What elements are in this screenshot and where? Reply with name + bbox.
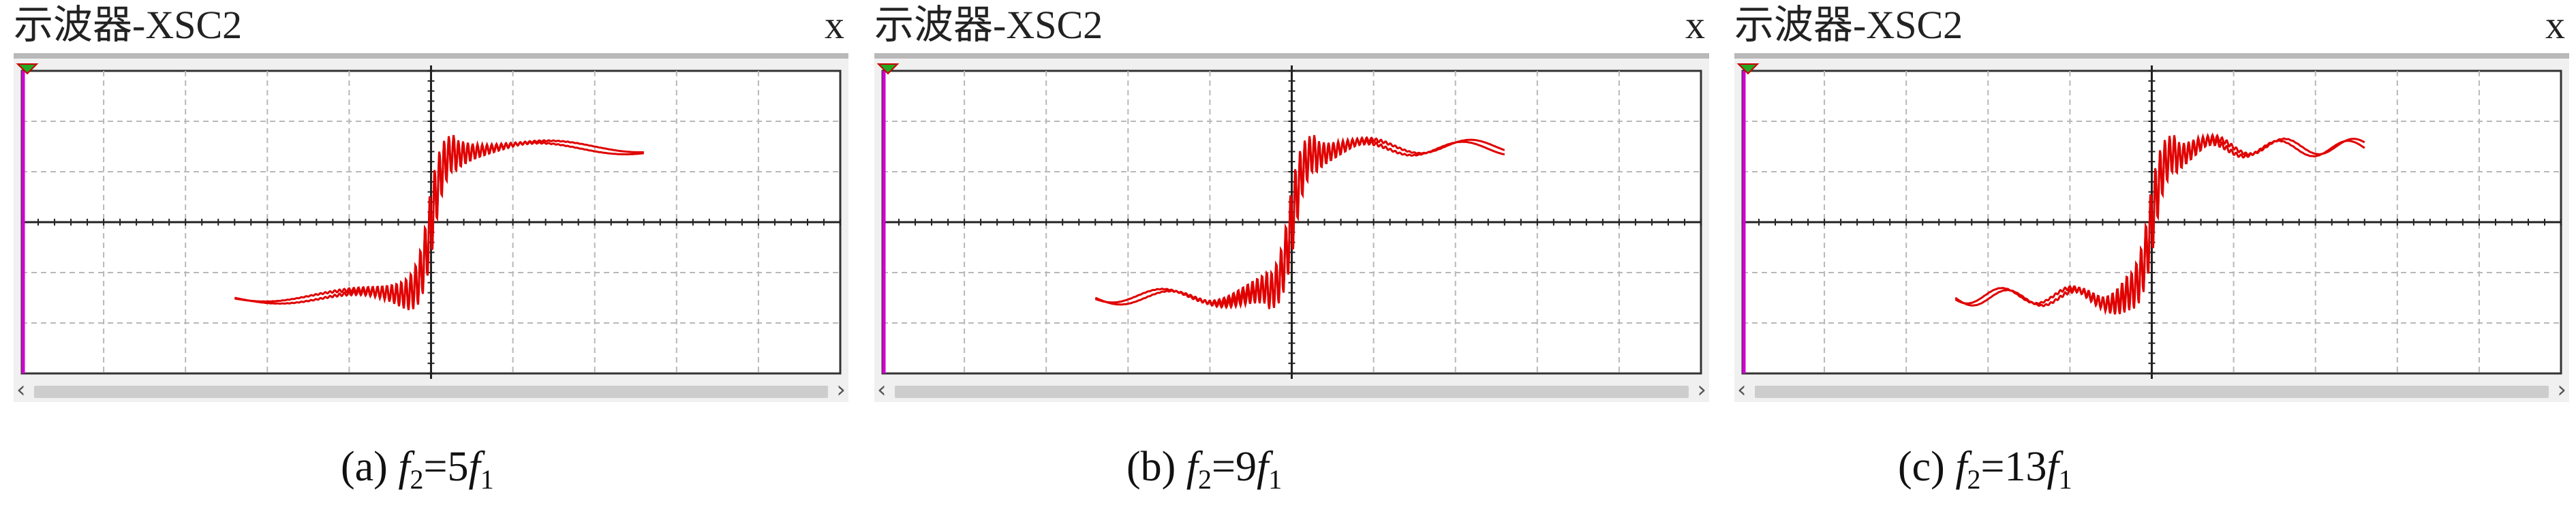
scope-screen — [16, 63, 842, 379]
signal-trace — [234, 136, 645, 309]
scroll-right-arrow-icon[interactable]: › — [2557, 376, 2566, 403]
scroll-thumb[interactable] — [1755, 386, 2549, 398]
horizontal-scrollbar[interactable]: ‹ › — [874, 376, 1709, 403]
figure-caption: (b) f2=9f1 — [1126, 444, 1283, 495]
scroll-left-arrow-icon[interactable]: ‹ — [877, 376, 887, 403]
close-button[interactable]: x — [2545, 3, 2565, 47]
horizontal-scrollbar[interactable]: ‹ › — [14, 376, 848, 403]
horizontal-scrollbar[interactable]: ‹ › — [1734, 376, 2569, 403]
signal-trace — [1954, 133, 2365, 315]
signal-trace — [234, 135, 644, 311]
oscilloscope-window-c: 示波器-XSC2 x ‹ › (c) f2=13f1 — [1734, 0, 2569, 501]
window-title: 示波器-XSC2 — [14, 3, 243, 47]
window-title: 示波器-XSC2 — [1734, 3, 1963, 47]
scroll-thumb[interactable] — [895, 386, 1689, 398]
scroll-right-arrow-icon[interactable]: › — [836, 376, 846, 403]
trigger-marker-icon — [16, 63, 39, 75]
oscilloscope-window-a: 示波器-XSC2 x ‹ › (a) f2=5f1 — [14, 0, 848, 501]
signal-trace — [1954, 132, 2365, 316]
signal-trace — [1094, 136, 1505, 308]
window-titlebar: 示波器-XSC2 x — [14, 0, 848, 53]
window-title: 示波器-XSC2 — [874, 3, 1103, 47]
oscilloscope-window-b: 示波器-XSC2 x ‹ › (b) f2=9f1 — [874, 0, 1709, 501]
scope-display: ‹ › — [1734, 53, 2569, 403]
scope-display: ‹ › — [14, 53, 848, 403]
close-button[interactable]: x — [1685, 3, 1705, 47]
scope-screen — [1736, 63, 2562, 379]
figure-caption: (c) f2=13f1 — [1898, 444, 2072, 495]
trigger-marker-icon — [876, 63, 900, 75]
window-titlebar: 示波器-XSC2 x — [874, 0, 1709, 53]
scope-display: ‹ › — [874, 53, 1709, 403]
scroll-right-arrow-icon[interactable]: › — [1697, 376, 1706, 403]
scroll-left-arrow-icon[interactable]: ‹ — [16, 376, 26, 403]
trigger-marker-icon — [1736, 63, 1760, 75]
figure-caption: (a) f2=5f1 — [341, 444, 494, 495]
scroll-thumb[interactable] — [34, 386, 828, 398]
scope-screen — [876, 63, 1702, 379]
close-button[interactable]: x — [825, 3, 844, 47]
window-titlebar: 示波器-XSC2 x — [1734, 0, 2569, 53]
scroll-left-arrow-icon[interactable]: ‹ — [1737, 376, 1747, 403]
